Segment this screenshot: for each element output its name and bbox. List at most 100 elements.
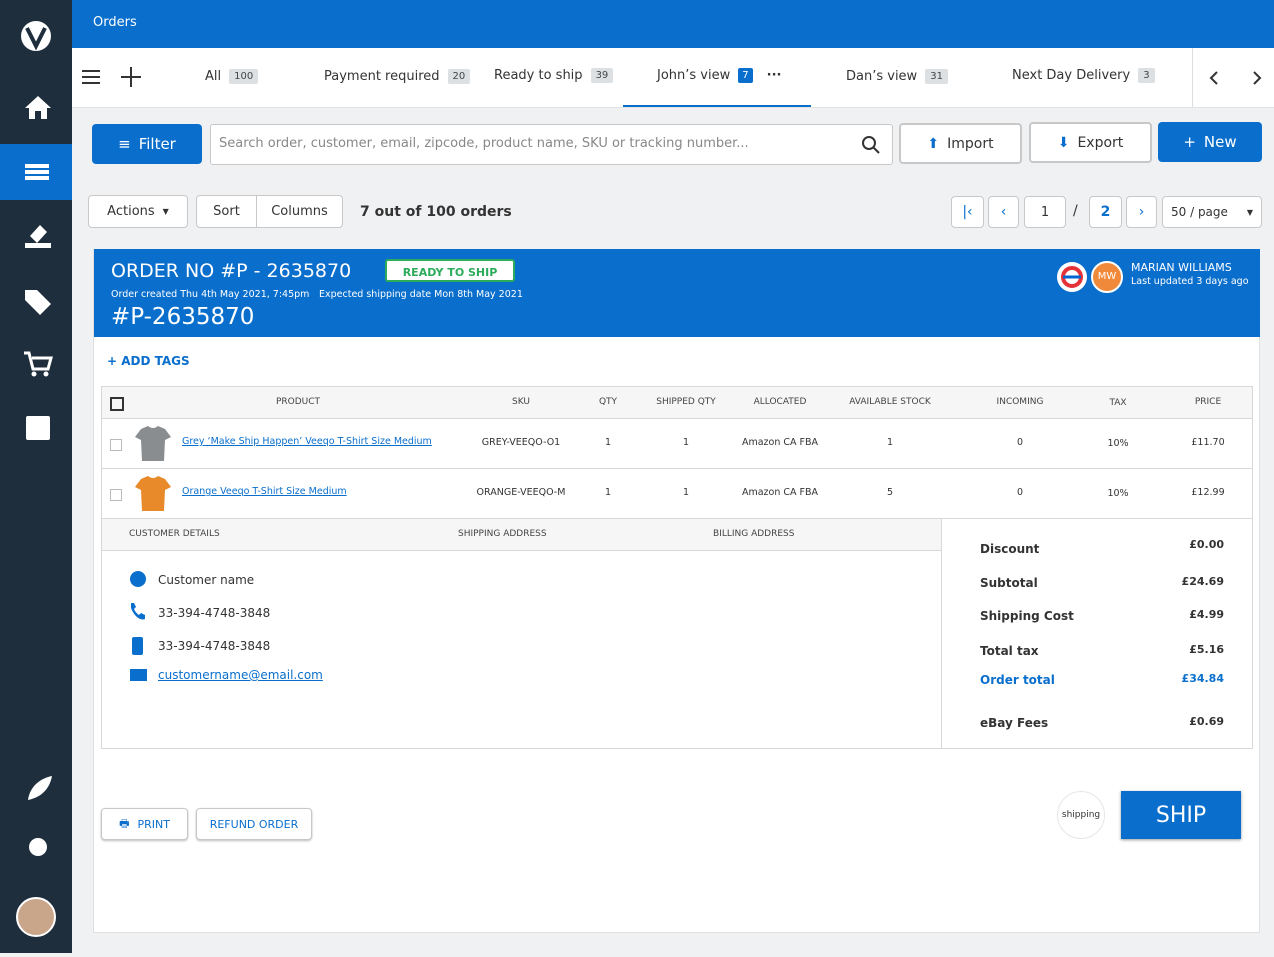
new-label: New (1203, 133, 1237, 151)
import-button[interactable]: ⬆ Import (899, 123, 1022, 164)
total-value: £0.00 (1189, 538, 1224, 551)
sidebar (0, 0, 74, 953)
column-header: PRODUCT (275, 397, 321, 407)
filter-label: Filter (138, 135, 176, 153)
cell: 10% (1107, 488, 1129, 499)
tab-label: Payment required (324, 69, 440, 84)
total-label: Discount (980, 542, 1040, 556)
checkbox[interactable] (110, 489, 122, 501)
cell: 0 (1016, 487, 1024, 498)
total-label: Shipping Cost (980, 609, 1074, 623)
column-header: PRICE (1194, 397, 1222, 407)
product-link[interactable]: Orange Veeqo T-Shirt Size Medium (182, 486, 347, 497)
page-title: Orders (93, 15, 137, 30)
first-page[interactable]: |‹ (951, 196, 984, 228)
cell: Amazon CA FBA (741, 487, 819, 498)
user-avatar: MW (1091, 261, 1123, 293)
tab-count: 7 (738, 68, 753, 83)
add-tags[interactable]: + ADD TAGS (107, 354, 190, 368)
columns-button[interactable]: Columns (256, 195, 343, 228)
export-button[interactable]: ⬇ Export (1029, 122, 1152, 163)
active-tab-underline (623, 105, 811, 107)
search-placeholder: Search order, customer, email, zipcode, … (219, 136, 749, 151)
total-label: Subtotal (980, 576, 1038, 590)
column-header: TAX (1109, 398, 1127, 408)
actions-button[interactable]: Actions ▼ (88, 195, 188, 228)
filter-button[interactable]: ≡ Filter (92, 124, 202, 164)
page-size[interactable]: 50 / page ▼ (1162, 196, 1262, 228)
cell: 5 (886, 487, 894, 498)
refund-button[interactable]: REFUND ORDER (196, 808, 312, 840)
tab-count: 31 (925, 69, 948, 84)
status-badge: READY TO SHIP (385, 259, 515, 282)
tab-label: John’s view (657, 68, 731, 83)
print-button[interactable]: 🖶 PRINT (101, 808, 188, 840)
cell: 1 (886, 437, 894, 448)
import-label: Import (947, 135, 994, 152)
search-box[interactable]: Search order, customer, email, zipcode, … (210, 124, 893, 165)
cell: £11.70 (1191, 437, 1225, 448)
tab-bar: All 100 Payment required 20 Ready to ship 39 J… (72, 48, 1274, 108)
sort-button[interactable]: Sort (196, 195, 257, 228)
section-header: CUSTOMER DETAILS (129, 529, 220, 539)
cell: 1 (604, 437, 612, 448)
column-header: AVAILABLE STOCK (849, 397, 931, 407)
page-size-label: 50 / page (1171, 205, 1228, 219)
tab-count: 100 (229, 69, 259, 84)
page-total[interactable]: 2 (1089, 196, 1122, 228)
cell: £12.99 (1191, 487, 1225, 498)
order-count: 7 out of 100 orders (360, 204, 512, 220)
total-value: £4.99 (1189, 608, 1224, 621)
page-input[interactable]: 1 (1024, 196, 1066, 228)
order-expected: Expected shipping date Mon 8th May 2021 (319, 289, 523, 300)
cell: Amazon CA FBA (741, 437, 819, 448)
checkbox[interactable] (110, 439, 122, 451)
product-link[interactable]: Grey ‘Make Ship Happen’ Veeqo T-Shirt Si… (182, 436, 432, 447)
column-header: ALLOCATED (753, 397, 807, 407)
add-tags-label: ADD TAGS (121, 354, 190, 368)
tab-count: 20 (447, 69, 471, 84)
tab-count: 39 (590, 68, 614, 83)
total-label: Order total (980, 673, 1055, 687)
tab[interactable]: Next Day Delivery 3 (1012, 68, 1155, 83)
tab[interactable]: Dan’s view 31 (846, 69, 948, 84)
cell: 1 (682, 487, 690, 498)
column-header: SHIPPED QTY (656, 397, 716, 407)
tab-label: Next Day Delivery (1012, 68, 1131, 83)
cell: 1 (604, 487, 612, 498)
column-header: SKU (512, 397, 530, 407)
total-value: £0.69 (1189, 715, 1224, 728)
page-current: 1 (1040, 204, 1050, 220)
order-created: Order created Thu 4th May 2021, 7:45pm (111, 289, 310, 300)
prev-page[interactable]: ‹ (988, 196, 1019, 228)
tab[interactable]: John’s view 7 ··· (657, 68, 782, 83)
new-button[interactable]: + New (1158, 122, 1262, 162)
cell: ORANGE-VEEQO-M (476, 487, 566, 498)
user-updated: Last updated 3 days ago (1131, 276, 1249, 287)
top-bar: Orders (72, 0, 1274, 48)
next-page[interactable]: › (1126, 196, 1157, 228)
tab[interactable]: All 100 (205, 69, 259, 84)
tab-scroll[interactable] (1192, 48, 1274, 107)
items-table (101, 386, 1253, 749)
total-value: £24.69 (1181, 575, 1224, 588)
tab[interactable]: Ready to ship 39 (494, 68, 614, 83)
customer-name: Customer name (158, 573, 255, 587)
tab-tools[interactable] (80, 66, 144, 90)
export-label: Export (1077, 134, 1124, 151)
customer-mobile: 33-394-4748-3848 (158, 639, 271, 653)
total-label: eBay Fees (980, 716, 1049, 730)
sidebar-icons (0, 21, 74, 937)
tab[interactable]: Payment required 20 (324, 69, 471, 84)
checkbox[interactable] (110, 397, 124, 411)
ship-button[interactable]: SHIP (1121, 791, 1241, 839)
page-total-label: 2 (1100, 204, 1111, 220)
page-separator: / (1073, 203, 1078, 219)
shipping-logo: shipping (1057, 791, 1105, 839)
column-header: QTY (598, 397, 618, 407)
tab-label: All (205, 69, 222, 84)
total-value: £34.84 (1181, 672, 1224, 685)
customer-email[interactable]: customername@email.com (158, 668, 323, 682)
ebay-logo (1057, 262, 1087, 292)
columns-label: Columns (271, 204, 328, 219)
